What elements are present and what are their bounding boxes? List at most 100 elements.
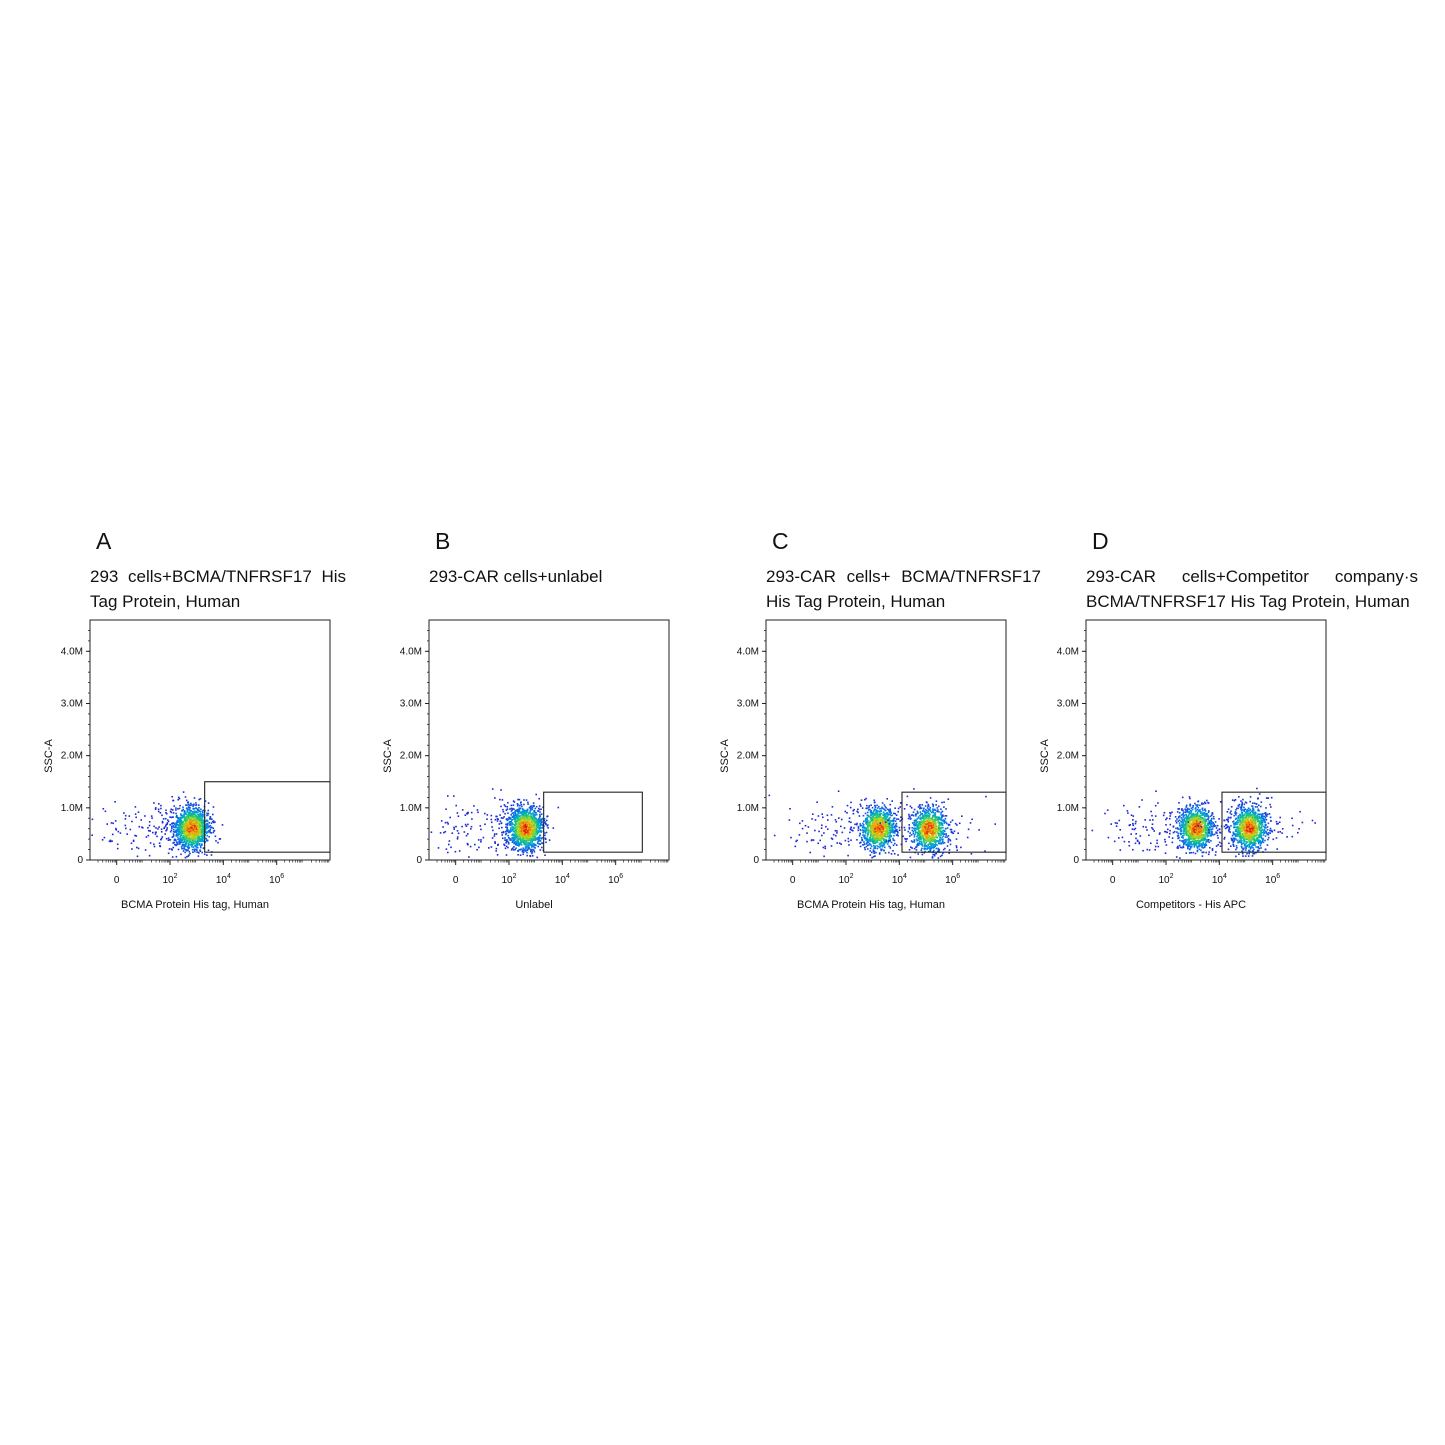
event-point — [187, 832, 190, 834]
event-point — [521, 810, 523, 813]
event-point — [491, 788, 494, 790]
event-point — [874, 814, 876, 817]
event-point — [541, 827, 543, 829]
event-point — [918, 839, 921, 841]
event-point — [147, 827, 149, 829]
event-point — [187, 821, 190, 823]
event-point — [182, 836, 184, 839]
event-point — [860, 841, 862, 844]
event-point — [520, 830, 522, 832]
event-point — [177, 821, 180, 824]
event-point — [193, 820, 195, 823]
panel-b: B 293-CAR cells+unlabel 0 1.0M 2.0M 3.0M 4.0… — [382, 520, 774, 930]
event-point — [534, 807, 537, 810]
event-point — [534, 843, 536, 846]
event-point — [876, 807, 879, 809]
event-point — [888, 827, 891, 830]
event-point — [870, 804, 872, 806]
event-point — [869, 817, 872, 820]
event-point — [183, 844, 185, 846]
event-point — [866, 818, 868, 820]
event-point — [916, 818, 918, 820]
event-point — [508, 818, 510, 821]
event-point — [175, 829, 177, 831]
event-point — [199, 822, 202, 825]
event-point — [939, 842, 941, 845]
event-point — [190, 838, 193, 840]
event-point — [447, 851, 449, 854]
event-point — [177, 817, 179, 820]
event-point — [150, 815, 153, 817]
event-point — [507, 834, 509, 837]
event-point — [192, 842, 195, 845]
event-point — [528, 839, 531, 841]
event-point — [927, 826, 930, 829]
event-point — [931, 857, 934, 859]
event-point — [445, 808, 447, 810]
event-point — [181, 844, 184, 846]
event-point — [936, 817, 938, 820]
event-point — [888, 825, 890, 827]
event-point — [881, 829, 884, 831]
event-point — [165, 809, 167, 812]
event-point — [860, 836, 863, 839]
event-point — [522, 826, 524, 828]
event-point — [215, 840, 217, 842]
event-point — [191, 820, 193, 822]
event-point — [518, 816, 520, 818]
event-point — [156, 835, 158, 838]
event-point — [887, 835, 890, 838]
event-point — [924, 843, 927, 845]
event-point — [926, 819, 929, 821]
event-point — [873, 852, 875, 854]
event-point — [889, 809, 892, 812]
event-point — [525, 799, 528, 801]
event-point — [182, 850, 185, 852]
event-point — [449, 816, 451, 819]
event-point — [919, 804, 921, 806]
event-point — [864, 837, 867, 840]
event-point — [172, 835, 175, 837]
event-point — [153, 802, 155, 804]
event-point — [532, 815, 535, 818]
event-point — [947, 839, 950, 841]
x-tick-label: 102 — [162, 873, 177, 886]
event-point — [919, 826, 921, 829]
event-point — [201, 837, 204, 839]
event-point — [530, 837, 532, 840]
event-point — [888, 845, 890, 848]
event-point — [863, 835, 866, 837]
event-point — [865, 839, 868, 841]
event-point — [816, 801, 818, 803]
event-point — [906, 804, 908, 806]
event-point — [820, 827, 823, 829]
event-point — [866, 820, 869, 823]
event-point — [948, 824, 950, 827]
event-point — [207, 829, 210, 832]
event-point — [193, 823, 195, 825]
event-point — [131, 848, 133, 850]
event-point — [888, 851, 890, 854]
event-point — [510, 849, 513, 851]
event-point — [501, 831, 503, 834]
event-point — [495, 815, 497, 818]
event-point — [529, 811, 531, 814]
event-point — [512, 829, 514, 832]
event-point — [521, 808, 524, 810]
event-point — [848, 817, 851, 819]
event-point — [177, 848, 180, 851]
event-point — [529, 833, 532, 835]
event-point — [536, 826, 538, 829]
event-point — [861, 807, 864, 809]
event-point — [880, 834, 883, 837]
event-point — [875, 819, 877, 822]
event-point — [885, 827, 888, 829]
event-point — [929, 807, 931, 809]
event-point — [495, 850, 497, 852]
event-point — [187, 855, 190, 857]
event-point — [189, 829, 192, 831]
event-point — [180, 832, 182, 834]
event-point — [508, 831, 510, 833]
event-point — [928, 820, 931, 822]
event-point — [526, 831, 528, 833]
